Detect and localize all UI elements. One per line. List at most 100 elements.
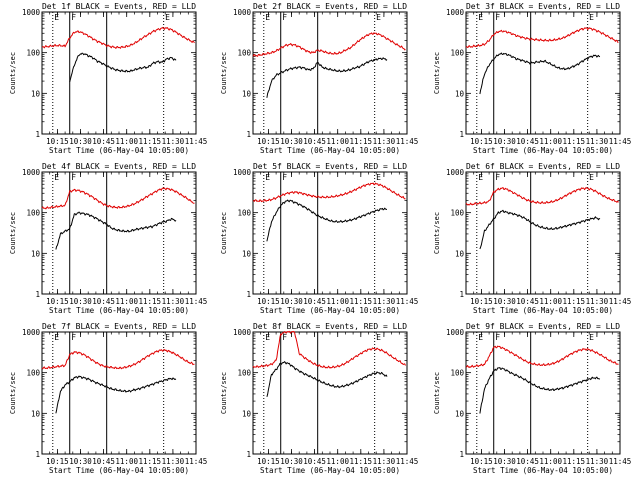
x-tick-label: 11:45 xyxy=(396,297,419,306)
x-tick-label: 11:45 xyxy=(396,457,419,466)
series-events-line xyxy=(479,209,601,250)
x-axis-label: Start Time (06-May-04 10:05:00) xyxy=(260,146,400,155)
y-tick-label: 10 xyxy=(242,409,252,418)
x-tick-label: 11:30 xyxy=(162,137,185,146)
panel-5: Det 5f BLACK = Events, RED = LLD Counts/s… xyxy=(220,162,418,315)
x-tick-label: 10:15 xyxy=(470,297,493,306)
y-tick-label: 10 xyxy=(31,249,41,258)
x-tick-label: 10:30 xyxy=(493,297,516,306)
panel-title: Det 3f BLACK = Events, RED = LLD xyxy=(466,2,620,11)
y-tick-label: 10 xyxy=(242,89,252,98)
marker-label: E xyxy=(54,333,59,342)
x-tick-label: 11:00 xyxy=(326,297,349,306)
y-tick-label: 1000 xyxy=(22,8,41,17)
x-tick-label: 10:45 xyxy=(303,457,326,466)
series-events-line xyxy=(266,199,387,242)
y-tick-label: 1 xyxy=(246,290,251,299)
series-events-line xyxy=(266,57,388,98)
x-tick-label: 11:00 xyxy=(326,457,349,466)
x-axis-label: Start Time (06-May-04 10:05:00) xyxy=(49,146,189,155)
marker-label: E xyxy=(376,173,381,182)
marker-label: E xyxy=(478,173,483,182)
x-tick-label: 11:30 xyxy=(586,297,609,306)
panel-4: Det 4f BLACK = Events, RED = LLD Counts/s… xyxy=(9,162,207,315)
x-tick-label: 11:15 xyxy=(139,137,162,146)
series-lld-line xyxy=(465,186,619,206)
x-axis-label: Start Time (06-May-04 10:05:00) xyxy=(260,306,400,315)
marker-label: F xyxy=(282,173,287,182)
x-tick-label: 10:30 xyxy=(69,137,92,146)
x-axis-label: Start Time (06-May-04 10:05:00) xyxy=(473,146,613,155)
panel-title: Det 4f BLACK = Events, RED = LLD xyxy=(42,162,196,171)
series-events-line xyxy=(479,367,601,414)
y-tick-label: 1000 xyxy=(22,168,41,177)
x-tick-label: 11:45 xyxy=(185,457,208,466)
x-tick-label: 11:45 xyxy=(396,137,419,146)
x-tick-label: 11:30 xyxy=(373,297,396,306)
y-tick-label: 100 xyxy=(237,369,251,378)
series-lld-line xyxy=(41,26,195,49)
x-tick-label: 10:30 xyxy=(69,457,92,466)
x-tick-label: 10:45 xyxy=(92,457,115,466)
marker-label: F xyxy=(71,333,76,342)
x-tick-label: 11:00 xyxy=(115,297,138,306)
panel-3: Det 3f BLACK = Events, RED = LLD Counts/s… xyxy=(433,2,631,155)
marker-label: E xyxy=(165,173,170,182)
panel-6: Det 6f BLACK = Events, RED = LLD Counts/s… xyxy=(433,162,631,315)
x-tick-label: 10:30 xyxy=(69,297,92,306)
series-events-line xyxy=(69,52,177,83)
y-tick-label: 1000 xyxy=(446,168,465,177)
x-axis-label: Start Time (06-May-04 10:05:00) xyxy=(260,466,400,475)
x-tick-label: 11:30 xyxy=(373,457,396,466)
series-lld-line xyxy=(465,27,619,48)
x-tick-label: 11:00 xyxy=(539,137,562,146)
panel-title: Det 7f BLACK = Events, RED = LLD xyxy=(42,322,196,331)
y-tick-label: 100 xyxy=(237,209,251,218)
y-axis-label: Counts/sec xyxy=(220,212,228,254)
y-tick-label: 1 xyxy=(246,130,251,139)
y-tick-label: 100 xyxy=(450,49,464,58)
x-tick-label: 11:45 xyxy=(185,137,208,146)
panel-title: Det 8f BLACK = Events, RED = LLD xyxy=(253,322,407,331)
x-tick-label: 11:30 xyxy=(162,297,185,306)
y-tick-label: 100 xyxy=(450,209,464,218)
x-tick-label: 11:15 xyxy=(350,137,373,146)
series-lld-line xyxy=(41,349,195,370)
y-tick-label: 1 xyxy=(246,450,251,459)
y-tick-label: 1000 xyxy=(446,8,465,17)
panel-2: Det 2f BLACK = Events, RED = LLD Counts/s… xyxy=(220,2,418,155)
x-tick-label: 11:15 xyxy=(563,137,586,146)
series-lld-line xyxy=(252,330,406,369)
series-events-line xyxy=(479,52,601,95)
x-tick-label: 10:15 xyxy=(257,137,280,146)
panel-title: Det 2f BLACK = Events, RED = LLD xyxy=(253,2,407,11)
x-axis-label: Start Time (06-May-04 10:05:00) xyxy=(49,306,189,315)
x-tick-label: 10:15 xyxy=(470,137,493,146)
y-tick-label: 1 xyxy=(35,290,40,299)
y-tick-label: 100 xyxy=(26,209,40,218)
y-tick-label: 10 xyxy=(455,249,465,258)
y-tick-label: 1 xyxy=(35,450,40,459)
x-tick-label: 10:15 xyxy=(257,297,280,306)
y-tick-label: 1000 xyxy=(233,328,252,337)
y-axis-label: Counts/sec xyxy=(9,372,17,414)
panel-8: Det 8f BLACK = Events, RED = LLD Counts/s… xyxy=(220,322,418,475)
x-tick-label: 11:45 xyxy=(609,297,632,306)
y-axis-label: Counts/sec xyxy=(9,52,17,94)
x-tick-label: 10:30 xyxy=(493,137,516,146)
series-lld-line xyxy=(465,345,619,368)
series-lld-line xyxy=(41,187,195,210)
marker-label: F xyxy=(71,173,76,182)
x-tick-label: 11:15 xyxy=(563,457,586,466)
plot-frame xyxy=(252,331,408,455)
marker-label: E xyxy=(265,173,270,182)
marker-label: F xyxy=(282,333,287,342)
y-axis-label: Counts/sec xyxy=(220,372,228,414)
x-tick-label: 11:45 xyxy=(609,457,632,466)
x-axis-label: Start Time (06-May-04 10:05:00) xyxy=(49,466,189,475)
marker-label: E xyxy=(165,333,170,342)
y-tick-label: 1 xyxy=(459,450,464,459)
panel-title: Det 5f BLACK = Events, RED = LLD xyxy=(253,162,407,171)
x-tick-label: 10:30 xyxy=(493,457,516,466)
